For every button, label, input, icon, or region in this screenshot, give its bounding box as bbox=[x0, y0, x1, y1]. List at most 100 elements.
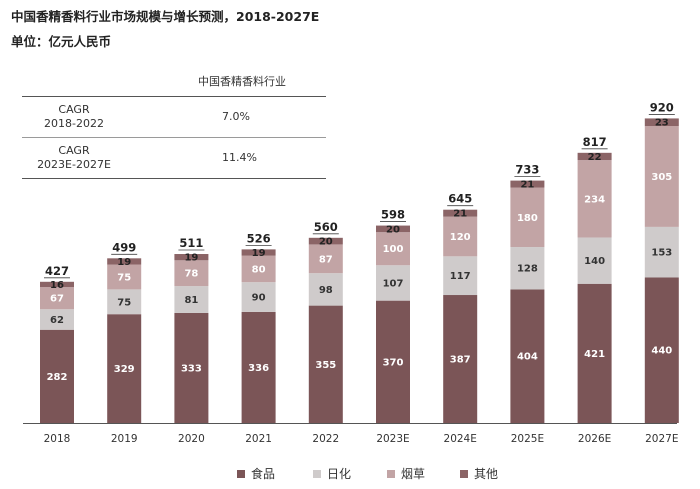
cagr-row-label-line2: 2018-2022 bbox=[44, 117, 104, 130]
x-tick-label: 2022 bbox=[312, 433, 339, 445]
bar-segment-food bbox=[376, 300, 410, 423]
bar-segment-tobacco bbox=[107, 264, 142, 290]
bar-segment-daily bbox=[308, 273, 343, 306]
bar-segment-tobacco bbox=[443, 216, 478, 257]
x-tick-label: 2027E bbox=[645, 433, 678, 445]
legend-label-food: 食品 bbox=[251, 467, 276, 481]
bar-segment-tobacco bbox=[376, 232, 410, 266]
total-label: 920 bbox=[650, 100, 674, 114]
data-label-daily: 140 bbox=[584, 256, 605, 267]
bar-segment-food bbox=[107, 314, 142, 423]
legend-label-other: 其他 bbox=[474, 467, 499, 481]
cagr-row-label-line2: 2023E-2027E bbox=[37, 158, 111, 171]
data-label-daily: 128 bbox=[517, 264, 538, 275]
bar-segment-other bbox=[577, 152, 612, 161]
bar-segment-daily bbox=[510, 247, 545, 290]
total-label: 427 bbox=[45, 264, 69, 278]
total-label: 526 bbox=[247, 231, 271, 245]
x-tick-label: 2019 bbox=[111, 433, 138, 445]
cagr-row-value: 7.0% bbox=[222, 110, 250, 123]
total-label: 598 bbox=[381, 208, 405, 222]
data-label-tobacco: 234 bbox=[584, 194, 605, 205]
data-label-tobacco: 78 bbox=[184, 269, 198, 280]
cagr-table-header: 中国香精香料行业 bbox=[22, 70, 326, 97]
x-tick-label: 2023E bbox=[376, 433, 409, 445]
data-label-daily: 107 bbox=[383, 278, 404, 289]
data-label-food: 329 bbox=[114, 364, 135, 375]
bar-segment-food bbox=[577, 283, 612, 423]
data-label-tobacco: 80 bbox=[252, 264, 266, 275]
x-tick-label: 2025E bbox=[511, 433, 544, 445]
chart-title: 中国香精香料行业市场规模与增长预测，2018-2027E bbox=[11, 9, 320, 24]
data-label-daily: 75 bbox=[117, 297, 131, 308]
data-label-other: 16 bbox=[50, 280, 64, 291]
data-label-tobacco: 87 bbox=[319, 254, 333, 265]
cagr-row: CAGR 2023E-2027E 11.4% bbox=[22, 138, 326, 179]
data-label-daily: 62 bbox=[50, 315, 64, 326]
data-label-tobacco: 180 bbox=[517, 213, 538, 224]
bar-segment-other bbox=[644, 118, 679, 127]
legend-label-tobacco: 烟草 bbox=[401, 467, 426, 481]
data-label-food: 282 bbox=[47, 372, 68, 383]
x-tick-label: 2021 bbox=[245, 433, 272, 445]
bar-segment-tobacco bbox=[241, 255, 276, 283]
data-label-other: 22 bbox=[588, 152, 602, 163]
data-label-daily: 117 bbox=[450, 271, 471, 282]
data-label-food: 333 bbox=[181, 363, 202, 374]
legend-item-other: 其他 bbox=[460, 465, 498, 482]
bar-segment-food bbox=[241, 311, 276, 423]
data-label-daily: 153 bbox=[651, 248, 672, 259]
data-label-food: 355 bbox=[315, 360, 336, 371]
legend-swatch-tobacco bbox=[387, 470, 395, 478]
total-label: 817 bbox=[583, 135, 607, 149]
bar-segment-daily bbox=[376, 265, 410, 301]
data-label-other: 21 bbox=[520, 180, 534, 191]
data-label-other: 21 bbox=[453, 209, 467, 220]
data-label-tobacco: 120 bbox=[450, 232, 471, 243]
x-tick-label: 2020 bbox=[178, 433, 205, 445]
bar-segment-tobacco bbox=[577, 160, 612, 238]
data-label-tobacco: 75 bbox=[117, 272, 131, 283]
total-label: 560 bbox=[314, 220, 338, 234]
total-label: 733 bbox=[515, 163, 539, 177]
bar-segment-food bbox=[644, 277, 679, 423]
bar-segment-daily bbox=[107, 289, 142, 315]
total-label: 511 bbox=[179, 236, 203, 250]
x-tick-label: 2026E bbox=[578, 433, 611, 445]
bar-segment-daily bbox=[443, 256, 478, 296]
bar-segment-daily bbox=[644, 226, 679, 278]
legend-swatch-food bbox=[237, 470, 245, 478]
bar-segment-other bbox=[510, 180, 545, 188]
legend-item-tobacco: 烟草 bbox=[387, 465, 425, 482]
data-label-other: 20 bbox=[386, 224, 400, 235]
bar-segment-other bbox=[376, 225, 410, 233]
data-label-other: 23 bbox=[655, 118, 669, 129]
bar-segment-food bbox=[510, 289, 545, 423]
bar-segment-tobacco bbox=[644, 126, 679, 227]
bar-segment-daily bbox=[174, 286, 209, 313]
legend-item-daily: 日化 bbox=[313, 465, 351, 482]
cagr-row-label: CAGR 2023E-2027E bbox=[22, 144, 126, 172]
bar-segment-food bbox=[308, 305, 343, 423]
cagr-row: CAGR 2018-2022 7.0% bbox=[22, 97, 326, 138]
bar-segment-food bbox=[443, 295, 478, 423]
cagr-row-value: 11.4% bbox=[222, 151, 257, 164]
data-label-daily: 98 bbox=[319, 285, 333, 296]
bar-segment-tobacco bbox=[510, 187, 545, 248]
cagr-row-label-line1: CAGR bbox=[58, 103, 90, 116]
bar-segment-other bbox=[40, 281, 74, 288]
cagr-table-header-label: 中国香精香料行业 bbox=[198, 75, 286, 88]
data-label-tobacco: 100 bbox=[383, 244, 404, 255]
data-label-daily: 81 bbox=[184, 295, 198, 306]
data-label-food: 404 bbox=[517, 352, 538, 363]
cagr-row-label-line1: CAGR bbox=[58, 144, 90, 157]
data-label-tobacco: 67 bbox=[50, 294, 64, 305]
data-label-tobacco: 305 bbox=[651, 172, 672, 183]
cagr-table: 中国香精香料行业 CAGR 2018-2022 7.0% CAGR 2023E-… bbox=[22, 70, 326, 179]
x-tick-label: 2024E bbox=[444, 433, 477, 445]
bar-segment-daily bbox=[40, 309, 74, 330]
bar-segment-other bbox=[443, 209, 478, 217]
bar-segment-other bbox=[308, 237, 343, 245]
legend-swatch-other bbox=[460, 470, 468, 478]
